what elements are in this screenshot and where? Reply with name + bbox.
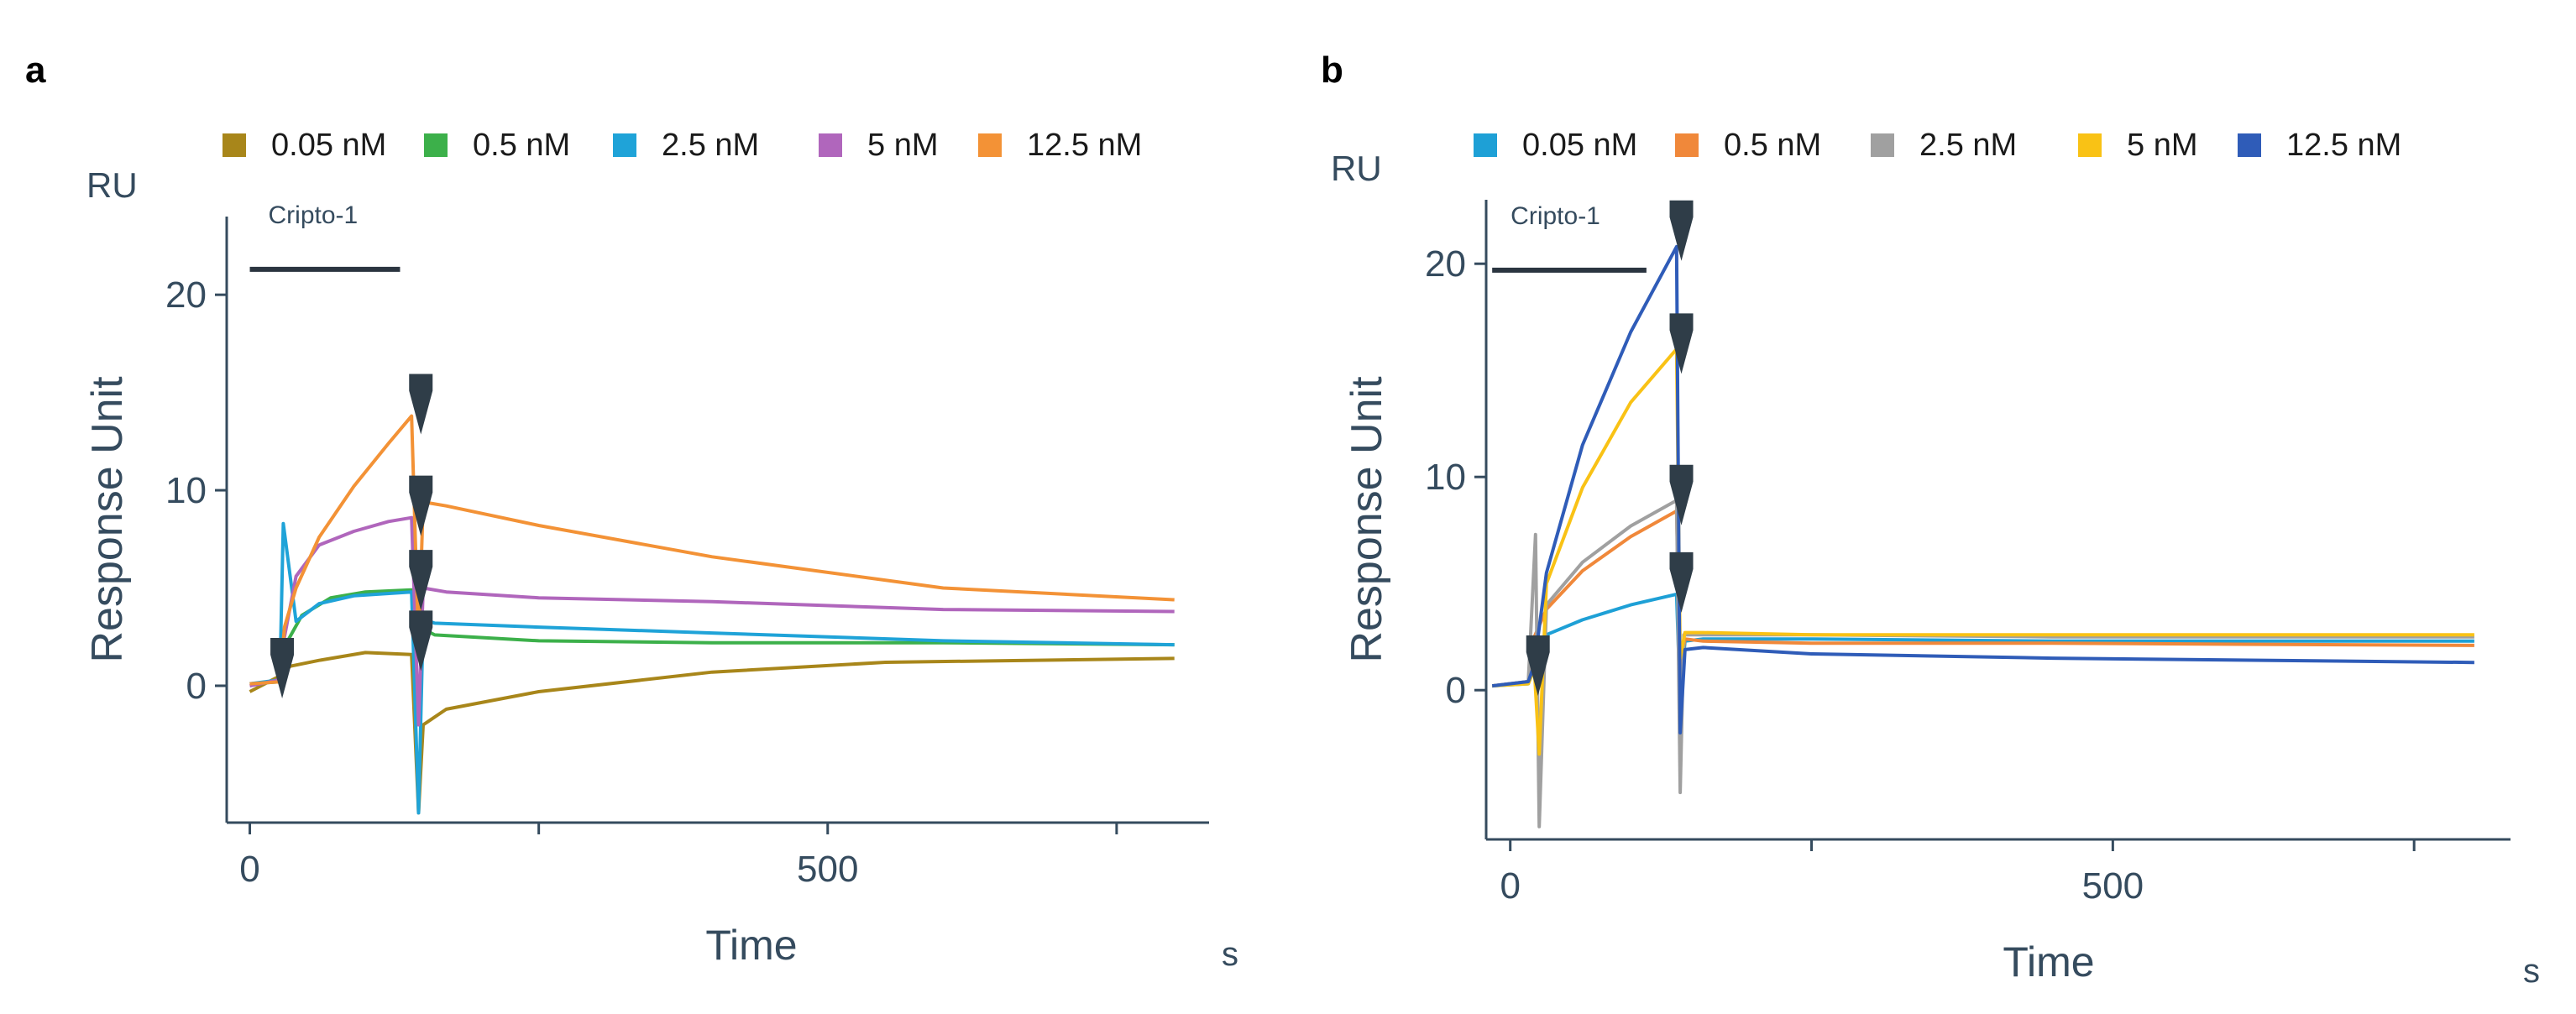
x-tick-label: 500 xyxy=(2082,865,2144,907)
panel-b: b 0.05 nM 0.5 nM 2.5 nM 5 nM 12.5 nM RU Respons… xyxy=(1321,50,2540,990)
y-tick-label: 20 xyxy=(165,274,207,316)
event-marker xyxy=(409,475,433,536)
legend-swatch xyxy=(2238,133,2261,157)
legend-swatch xyxy=(424,133,448,157)
legend-swatch xyxy=(978,133,1002,157)
legend-label: 0.5 nM xyxy=(1724,128,1821,163)
series-line xyxy=(249,414,1175,686)
y-unit-label: RU xyxy=(86,165,138,205)
legend-label: 5 nM xyxy=(867,128,938,163)
legend-swatch xyxy=(613,133,636,157)
y-tick-label: 10 xyxy=(165,470,207,511)
legend-swatch xyxy=(223,133,246,157)
x-tick-label: 0 xyxy=(1500,865,1520,907)
legend-label: 2.5 nM xyxy=(1919,128,2017,163)
x-axis-label: Time xyxy=(2003,938,2094,985)
legend-label: 0.05 nM xyxy=(271,128,386,163)
injection-label: Cripto-1 xyxy=(1511,202,1600,230)
x-axis-label: Time xyxy=(705,922,797,969)
event-marker xyxy=(1669,313,1694,374)
panel-label: b xyxy=(1321,50,1343,91)
x-unit-label: s xyxy=(2523,953,2540,990)
event-marker xyxy=(1669,464,1694,525)
event-marker xyxy=(409,550,433,611)
legend-label: 0.5 nM xyxy=(473,128,570,163)
x-unit-label: s xyxy=(1222,936,1238,973)
legend-label: 12.5 nM xyxy=(2286,128,2401,163)
legend-label: 2.5 nM xyxy=(662,128,759,163)
injection-label: Cripto-1 xyxy=(269,201,359,229)
legend-label: 12.5 nM xyxy=(1027,128,1142,163)
event-marker xyxy=(1669,551,1694,613)
y-tick-label: 20 xyxy=(1425,243,1466,285)
x-tick-label: 0 xyxy=(239,849,259,890)
legend-swatch xyxy=(1474,133,1497,157)
legend-swatch xyxy=(1675,133,1699,157)
event-marker xyxy=(409,610,433,672)
legend-swatch xyxy=(2078,133,2102,157)
legend-swatch xyxy=(1871,133,1894,157)
legend-swatch xyxy=(819,133,842,157)
panel-label: a xyxy=(25,50,46,91)
x-tick-label: 500 xyxy=(797,849,858,890)
event-marker xyxy=(1526,635,1550,696)
y-tick-label: 10 xyxy=(1425,457,1466,498)
event-marker xyxy=(409,374,433,435)
series-line xyxy=(249,521,1175,815)
y-axis-label: Response Unit xyxy=(1343,376,1391,663)
event-marker xyxy=(1669,200,1694,261)
y-axis-label: Response Unit xyxy=(83,376,132,663)
legend-label: 0.05 nM xyxy=(1522,128,1637,163)
event-marker xyxy=(270,637,295,698)
y-tick-label: 0 xyxy=(186,666,207,707)
legend-label: 5 nM xyxy=(2127,128,2197,163)
y-unit-label: RU xyxy=(1331,149,1382,188)
y-tick-label: 0 xyxy=(1446,670,1466,711)
panel-a: a 0.05 nM 0.5 nM 2.5 nM 5 nM 12.5 nM RU Respons… xyxy=(25,50,1238,973)
